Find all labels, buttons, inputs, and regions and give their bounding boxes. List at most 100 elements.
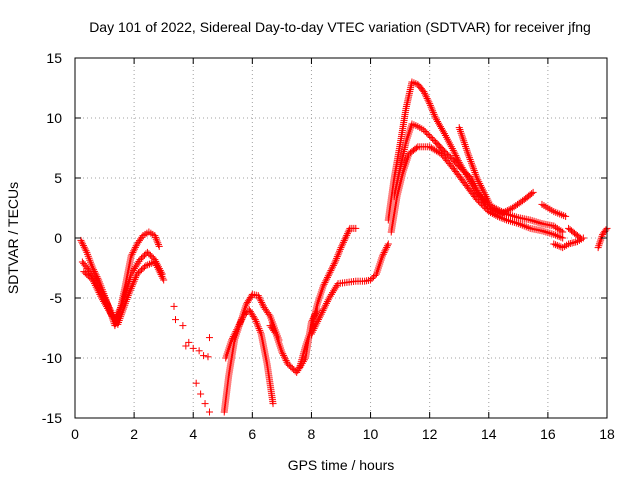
x-tick-label: 18	[599, 426, 615, 442]
data-point	[330, 287, 338, 295]
data-point	[367, 276, 375, 284]
data-point	[428, 105, 436, 113]
data-point	[424, 96, 432, 104]
data-point	[368, 275, 376, 282]
data-point	[156, 269, 164, 277]
data-point	[94, 287, 102, 295]
data-point	[315, 316, 323, 324]
y-tick-label: -5	[50, 290, 63, 306]
x-tick-label: 16	[540, 426, 556, 442]
data-point	[488, 210, 496, 218]
data-point	[420, 88, 428, 96]
data-point	[129, 266, 137, 274]
data-point	[426, 100, 434, 108]
y-axis-label: SDTVAR / TECUs	[5, 182, 21, 294]
x-tick-label: 2	[130, 426, 138, 442]
data-point	[352, 224, 360, 232]
data-point	[482, 205, 490, 213]
data-point	[472, 185, 480, 193]
data-point	[497, 214, 505, 222]
data-point	[550, 240, 558, 248]
data-point	[459, 135, 467, 143]
data-point	[322, 301, 330, 309]
series-track-k	[387, 143, 567, 242]
data-point	[463, 146, 471, 154]
data-point	[145, 260, 153, 268]
data-point	[490, 210, 498, 218]
data-point	[145, 250, 153, 258]
data-point	[247, 292, 255, 300]
data-point	[313, 319, 321, 327]
data-point	[307, 330, 315, 338]
data-point	[146, 251, 154, 259]
data-point	[256, 326, 264, 334]
data-point	[232, 327, 240, 335]
data-point	[476, 199, 484, 207]
data-point	[204, 353, 212, 361]
data-point	[383, 243, 391, 251]
data-point	[230, 331, 238, 339]
data-point	[189, 344, 197, 352]
y-tick-label: -10	[42, 350, 62, 366]
x-tick-label: 4	[189, 426, 197, 442]
data-point	[325, 294, 333, 302]
data-point	[330, 260, 338, 268]
series-track-h	[307, 240, 392, 338]
data-point	[231, 329, 239, 337]
data-point	[485, 198, 493, 206]
data-point	[477, 200, 485, 208]
data-point	[132, 263, 140, 271]
series-track-n	[550, 234, 587, 252]
data-point	[253, 319, 261, 327]
data-point	[252, 317, 260, 325]
data-point	[153, 237, 161, 245]
data-point	[129, 281, 137, 289]
data-point	[130, 277, 138, 285]
data-point	[93, 285, 101, 293]
data-point	[254, 292, 262, 300]
series-track-i	[384, 78, 567, 236]
data-point	[295, 365, 303, 373]
data-point	[423, 129, 431, 137]
data-point	[96, 290, 104, 298]
data-point	[462, 142, 470, 150]
data-point	[421, 89, 429, 97]
data-point	[258, 298, 266, 306]
data-point	[479, 202, 487, 210]
data-point	[596, 238, 604, 246]
data-point	[487, 209, 495, 217]
data-point	[455, 124, 463, 132]
data-point	[324, 296, 332, 304]
x-tick-label: 0	[71, 426, 79, 442]
data-point	[228, 334, 236, 342]
data-point	[550, 222, 558, 230]
data-point	[339, 240, 347, 248]
data-point	[155, 242, 163, 250]
data-point	[553, 224, 561, 232]
data-point	[310, 325, 318, 333]
data-point	[321, 279, 329, 287]
x-tick-label: 14	[481, 426, 497, 442]
x-tick-label: 8	[308, 426, 316, 442]
data-point	[470, 179, 478, 187]
data-point	[254, 323, 262, 331]
series-track-e	[222, 306, 277, 408]
y-tick-label: 0	[54, 230, 62, 246]
data-point	[229, 333, 237, 341]
data-point	[474, 197, 482, 205]
data-point	[458, 131, 466, 139]
data-point	[492, 211, 500, 219]
data-point	[320, 305, 328, 313]
data-point	[555, 226, 563, 234]
data-point	[473, 196, 481, 204]
data-point	[160, 276, 168, 284]
data-point	[154, 241, 162, 249]
series-track-l	[455, 124, 493, 206]
data-point	[281, 355, 289, 363]
data-point	[460, 139, 468, 147]
data-point	[528, 190, 536, 198]
data-point	[331, 258, 339, 266]
y-tick-label: 5	[54, 170, 62, 186]
grid-layer	[75, 58, 607, 418]
data-point	[557, 227, 565, 235]
